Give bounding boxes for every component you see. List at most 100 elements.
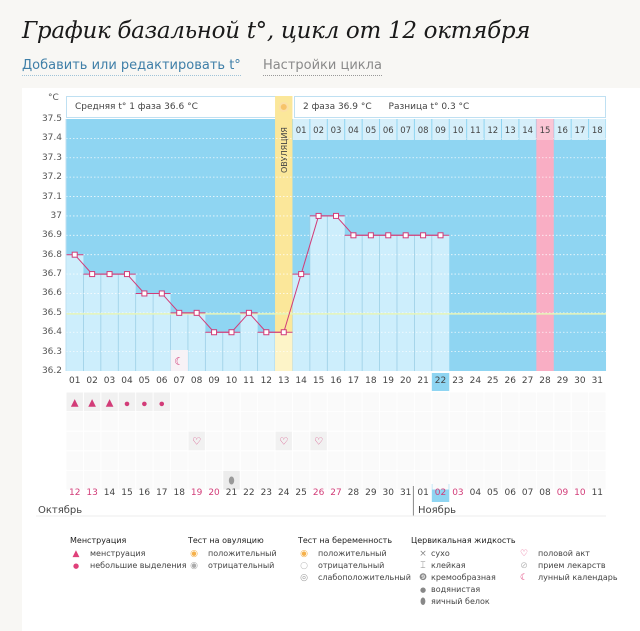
calendar-date-label[interactable]: 09 [556,488,569,498]
cycle-day-label[interactable]: 15 [312,376,325,386]
cycle-day-label[interactable]: 02 [86,376,98,386]
menstruation-icon-cell [101,392,118,412]
calendar-date-label[interactable]: 01 [417,488,429,498]
spotting-icon-cell [136,392,153,412]
calendar-date-label[interactable]: 13 [86,488,98,498]
symptom-cell [571,412,589,431]
calendar-date-label[interactable]: 10 [574,488,586,498]
symptom-cell [432,470,449,490]
cycle-day-label[interactable]: 07 [173,376,185,386]
calendar-date-label[interactable]: 07 [521,488,534,498]
symptom-cell [414,451,432,470]
calendar-date-label[interactable]: 05 [487,488,499,498]
cycle-day-label[interactable]: 05 [138,376,151,386]
symptom-cell [484,392,501,412]
calendar-date-label[interactable]: 26 [312,488,325,498]
temperature-bar [414,235,432,371]
symptom-cell [188,392,205,412]
edit-temperature-link[interactable]: Добавить или редактировать t° [22,58,241,76]
symptom-cell [292,431,310,451]
cycle-day-label[interactable]: 09 [208,376,220,386]
symptom-cell [258,431,275,451]
cycle-day-label[interactable]: 06 [156,376,168,386]
calendar-date-label[interactable]: 17 [156,488,168,498]
cycle-day-label[interactable]: 04 [121,376,133,386]
temperature-point [158,290,165,297]
calendar-date-label[interactable]: 24 [278,488,290,498]
cycle-day-label[interactable]: 26 [504,376,516,386]
cycle-day-label[interactable]: 14 [295,376,307,386]
calendar-date-label[interactable]: 21 [225,488,238,498]
phase2-day-label: 01 [296,126,307,136]
cycle-day-label[interactable]: 19 [382,376,394,386]
calendar-date-label[interactable]: 08 [539,488,551,498]
cycle-day-label[interactable]: 12 [260,376,273,386]
symptom-cell [171,412,188,431]
cycle-day-label[interactable]: 28 [539,376,551,386]
phase2-day-label: 02 [313,126,324,136]
cycle-day-label[interactable]: 17 [347,376,360,386]
symptom-cell [362,470,380,490]
calendar-date-label[interactable]: 14 [103,488,116,498]
cycle-day-label[interactable]: 29 [556,376,569,386]
calendar-date-label[interactable]: 28 [347,488,360,498]
calendar-date-label[interactable]: 27 [330,488,342,498]
legend-other: ♡ половой акт ⊘ прием лекарств ☾ лунный кал… [519,549,618,583]
y-tick-label: 37 [50,210,62,221]
symptom-cell [449,412,467,431]
cycle-day-label[interactable]: 16 [330,376,342,386]
calendar-date-label[interactable]: 30 [382,488,394,498]
cycle-day-label[interactable]: 10 [225,376,238,386]
calendar-date-label[interactable]: 22 [243,488,255,498]
cycle-day-label[interactable]: 08 [190,376,203,386]
cycle-day-label[interactable]: 25 [487,376,499,386]
cycle-day-label[interactable]: 13 [278,376,290,386]
cycle-day-label[interactable]: 22 [434,376,447,386]
calendar-date-label[interactable]: 29 [365,488,377,498]
symptom-cell [83,431,101,451]
cycle-day-label[interactable]: 20 [399,376,412,386]
cycle-day-label[interactable]: 11 [243,376,255,386]
calendar-date-label[interactable]: 04 [469,488,482,498]
symptom-cell [502,412,519,431]
calendar-date-label[interactable]: 16 [138,488,151,498]
cycle-day-label[interactable]: 18 [365,376,377,386]
symptom-cell [223,412,240,431]
cycle-day-label[interactable]: 01 [68,376,81,386]
cycle-day-label[interactable]: 21 [417,376,429,386]
calendar-date-label[interactable]: 25 [295,488,307,498]
cycle-day-label[interactable]: 30 [574,376,586,386]
calendar-date-label[interactable]: 06 [504,488,516,498]
calendar-date-label[interactable]: 02 [434,488,447,498]
calendar-date-label[interactable]: 11 [591,488,604,498]
cycle-day-label[interactable]: 31 [591,376,604,386]
phase2-day-cell [292,119,310,140]
symptom-cell [327,451,345,470]
calendar-date-label[interactable]: 15 [121,488,133,498]
symptom-cell [118,470,136,490]
cycle-day-label[interactable]: 27 [521,376,534,386]
cycle-day-label[interactable]: 03 [103,376,116,386]
cycle-day-label[interactable]: 23 [452,376,464,386]
symptom-cell [223,431,240,451]
temperature-bar [396,235,415,371]
phase2-day-cell [502,119,519,140]
temperature-bar [83,274,101,371]
calendar-date-label[interactable]: 31 [399,488,412,498]
temperature-point [106,271,113,278]
symptom-cell [589,451,606,470]
symptom-cell [171,470,188,490]
calendar-date-label[interactable]: 03 [452,488,464,498]
calendar-date-label[interactable]: 12 [68,488,81,498]
calendar-date-label[interactable]: 19 [190,488,203,498]
calendar-date-label[interactable]: 23 [260,488,273,498]
cycle-day-label[interactable]: 24 [469,376,482,386]
calendar-date-label[interactable]: 20 [208,488,220,498]
calendar-date-label[interactable]: 18 [173,488,185,498]
temperature-bar [431,235,450,371]
y-tick-label: 36.9 [41,230,62,241]
cycle-settings-link[interactable]: Настройки цикла [262,58,382,76]
symptom-cell [205,451,223,470]
symptom-cell [571,470,589,490]
symptom-cell [414,392,432,412]
